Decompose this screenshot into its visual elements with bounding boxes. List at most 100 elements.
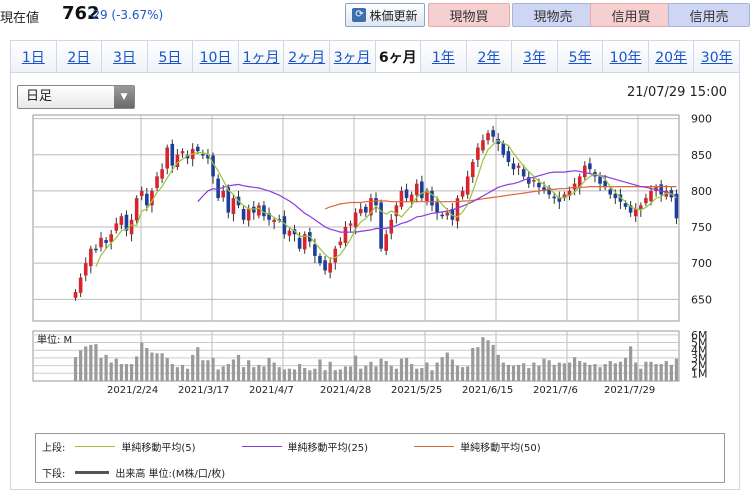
volume-bar xyxy=(226,364,230,381)
period-tab[interactable]: 3年 xyxy=(512,41,558,72)
volume-bar xyxy=(389,365,393,381)
price-tick-label: 650 xyxy=(691,293,712,306)
volume-bar xyxy=(598,367,602,381)
candle-body xyxy=(267,213,271,220)
chart-interval-select[interactable]: 日足 ▼ xyxy=(17,85,135,109)
period-tab[interactable]: 1年 xyxy=(421,41,467,72)
volume-bar xyxy=(649,361,653,381)
volume-bar xyxy=(425,362,429,381)
period-tab[interactable]: 5年 xyxy=(558,41,604,72)
period-tab[interactable]: 1日 xyxy=(11,41,57,72)
volume-bar xyxy=(445,352,449,381)
volume-bar xyxy=(420,367,424,381)
candle-body xyxy=(139,190,144,196)
volume-bar xyxy=(603,364,607,381)
volume-bar xyxy=(394,368,398,381)
volume-bar xyxy=(379,358,383,381)
period-tab[interactable]: 2日 xyxy=(57,41,103,72)
candle-body xyxy=(99,237,103,248)
candle-body xyxy=(470,161,475,178)
candle-body xyxy=(89,248,93,267)
candle-body xyxy=(491,130,495,137)
candle-body xyxy=(78,277,83,293)
price-tick-label: 900 xyxy=(691,113,712,126)
candle-body xyxy=(180,151,185,154)
current-price-value: 762 xyxy=(62,3,100,24)
candle-body xyxy=(73,292,78,298)
price-tick-label: 750 xyxy=(691,221,712,234)
candle-body xyxy=(333,248,338,263)
volume-bar xyxy=(588,364,592,381)
update-price-button[interactable]: ⟳ 株価更新 xyxy=(345,3,425,27)
candle-body xyxy=(414,183,419,196)
period-tab[interactable]: 30年 xyxy=(700,49,733,66)
candle-body xyxy=(282,216,287,235)
period-tab[interactable]: 10年 xyxy=(603,41,649,72)
candle-body xyxy=(460,190,465,197)
volume-bar xyxy=(593,364,597,381)
volume-bar xyxy=(262,366,266,381)
candle-body xyxy=(104,240,108,243)
legend-ma5: 単純移動平均(5) xyxy=(65,439,196,454)
volume-bar xyxy=(236,354,241,381)
period-tab[interactable]: 20年 xyxy=(649,41,695,72)
volume-tick-label: 6M xyxy=(691,329,708,342)
volume-bar xyxy=(644,361,648,381)
volume-bar xyxy=(165,357,169,381)
candle-body xyxy=(537,182,541,188)
volume-bar xyxy=(359,368,363,381)
volume-bar xyxy=(369,361,373,381)
candle-body xyxy=(343,227,348,243)
volume-bar xyxy=(491,344,495,381)
margin-buy-button[interactable]: 信用買 xyxy=(590,3,672,27)
volume-bar xyxy=(201,360,205,381)
candle-body xyxy=(552,196,557,199)
candle-body xyxy=(588,163,592,170)
price-tick-label: 700 xyxy=(691,257,712,270)
period-tab[interactable]: 6ヶ月 xyxy=(375,41,422,72)
period-tab[interactable]: 2ヶ月 xyxy=(284,41,330,72)
candle-body xyxy=(155,176,159,189)
volume-bar xyxy=(537,365,541,381)
current-price-label: 現在値 xyxy=(0,11,40,26)
period-tab[interactable]: 10日 xyxy=(193,41,239,72)
candle-body xyxy=(526,177,531,184)
volume-bar xyxy=(471,347,475,381)
candle-body xyxy=(358,208,363,214)
volume-bar xyxy=(221,366,225,381)
period-tab[interactable]: 3ヶ月 xyxy=(330,41,376,72)
volume-bar xyxy=(634,362,638,381)
volume-unit-label: 単位: M xyxy=(37,333,72,346)
candle-body xyxy=(496,138,501,144)
volume-bar xyxy=(654,364,658,381)
candle-body xyxy=(516,165,521,168)
candle-body xyxy=(206,154,210,159)
period-tab[interactable]: 2年 xyxy=(467,41,513,72)
volume-bar xyxy=(573,357,577,381)
candle-body xyxy=(109,234,113,243)
cash-buy-button[interactable]: 現物買 xyxy=(428,3,510,27)
volume-bar xyxy=(557,362,561,381)
volume-bar xyxy=(287,368,292,381)
candle-body xyxy=(572,183,577,190)
candle-body xyxy=(119,216,124,225)
volume-bar xyxy=(613,363,617,381)
chart-interval-value: 日足 xyxy=(26,89,53,104)
volume-bar xyxy=(583,362,587,381)
period-tab[interactable]: 1ヶ月 xyxy=(239,41,285,72)
volume-bar xyxy=(343,366,348,381)
candle-body xyxy=(557,197,562,202)
period-tab[interactable]: 5日 xyxy=(148,41,194,72)
volume-bar xyxy=(567,362,572,381)
volume-tick-label: 2M xyxy=(691,360,708,373)
candle-body xyxy=(369,198,373,216)
period-tabs: 1日 2日 3日 5日 10日 1ヶ月 2ヶ月 3ヶ月 6ヶ月 1年 2年 3年 5年 10年 20年 30年 xyxy=(10,40,740,72)
period-tab[interactable]: 3日 xyxy=(102,41,148,72)
candle-body xyxy=(323,260,327,271)
margin-sell-button[interactable]: 信用売 xyxy=(668,3,750,27)
volume-bar xyxy=(516,364,521,381)
candle-body xyxy=(129,219,134,235)
volume-bar xyxy=(328,361,332,381)
cash-sell-button[interactable]: 現物売 xyxy=(512,3,594,27)
volume-bar xyxy=(501,362,505,381)
